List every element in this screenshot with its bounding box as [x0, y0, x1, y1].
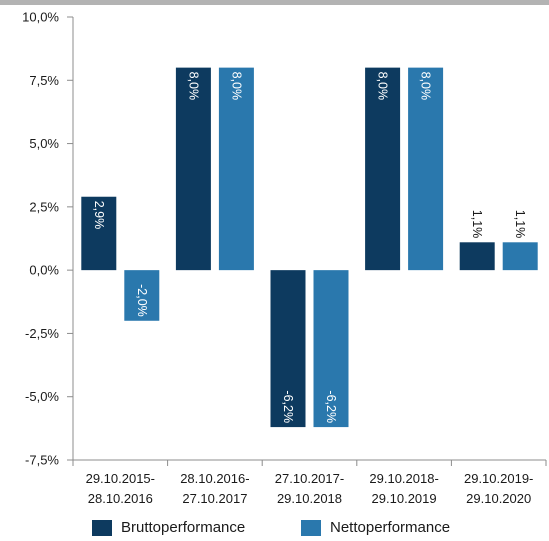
- y-tick-label: 7,5%: [29, 73, 59, 88]
- data-label: 1,1%: [513, 210, 527, 239]
- y-tick-label: 5,0%: [29, 136, 59, 151]
- bar: [459, 242, 495, 271]
- legend: Bruttoperformance Nettoperformance: [0, 519, 549, 541]
- data-label: 8,0%: [419, 72, 433, 101]
- data-label: 8,0%: [186, 72, 200, 101]
- bar: [270, 270, 306, 428]
- x-category-label: 29.10.2020: [466, 491, 531, 506]
- data-label: 1,1%: [470, 210, 484, 239]
- legend-item-netto: Nettoperformance: [301, 519, 450, 536]
- data-labels: 2,9% 8,0% -6,2% 8,0% 1,1% -2,0% 8,0% -6,2% 8,0% 1…: [92, 72, 527, 423]
- data-label: -2,0%: [135, 284, 149, 317]
- legend-swatch-netto: [301, 519, 321, 536]
- y-tick-label: -5,0%: [25, 389, 59, 404]
- data-label: 8,0%: [229, 72, 243, 101]
- data-label: -6,2%: [324, 390, 338, 423]
- y-tick-label: 10,0%: [22, 10, 59, 25]
- legend-label-brutto: Bruttoperformance: [121, 519, 246, 536]
- y-tick-label: -2,5%: [25, 326, 59, 341]
- legend-item-brutto: Bruttoperformance: [92, 519, 245, 536]
- legend-label-netto: Nettoperformance: [330, 519, 451, 536]
- bar: [218, 67, 254, 271]
- x-category-label: 27.10.2017-: [275, 471, 344, 486]
- x-category-label: 28.10.2016: [88, 491, 153, 506]
- chart-axes: [67, 16, 547, 466]
- x-category-label: 29.10.2018-: [369, 471, 438, 486]
- bar: [408, 67, 444, 271]
- x-category-label: 27.10.2017: [182, 491, 247, 506]
- y-tick-label: 0,0%: [29, 263, 59, 278]
- y-tick-label: -7,5%: [25, 453, 59, 468]
- bar-group: [81, 67, 538, 428]
- x-category-label: 29.10.2018: [277, 491, 342, 506]
- x-category-label: 29.10.2015-: [86, 471, 155, 486]
- bar: [365, 67, 401, 271]
- x-category-label: 29.10.2019-: [464, 471, 533, 486]
- data-label: 8,0%: [376, 72, 390, 101]
- legend-swatch-brutto: [92, 519, 112, 536]
- y-tick-labels: 10,0% 7,5% 5,0% 2,5% 0,0% -2,5% -5,0% -7,5%: [22, 10, 59, 468]
- top-border: [0, 0, 549, 5]
- bar: [81, 196, 117, 271]
- y-tick-label: 2,5%: [29, 199, 59, 214]
- x-category-label: 29.10.2019: [372, 491, 437, 506]
- bar: [502, 242, 538, 271]
- x-category-label: 28.10.2016-: [180, 471, 249, 486]
- bar: [124, 270, 160, 321]
- bar: [313, 270, 349, 428]
- bar-chart: 10,0% 7,5% 5,0% 2,5% 0,0% -2,5% -5,0% -7,5% 29.…: [22, 10, 547, 506]
- data-label: 2,9%: [92, 201, 106, 230]
- bar: [175, 67, 211, 271]
- data-label: -6,2%: [281, 390, 295, 423]
- x-category-labels: 29.10.2015- 28.10.2016 28.10.2016- 27.10.20…: [86, 471, 534, 506]
